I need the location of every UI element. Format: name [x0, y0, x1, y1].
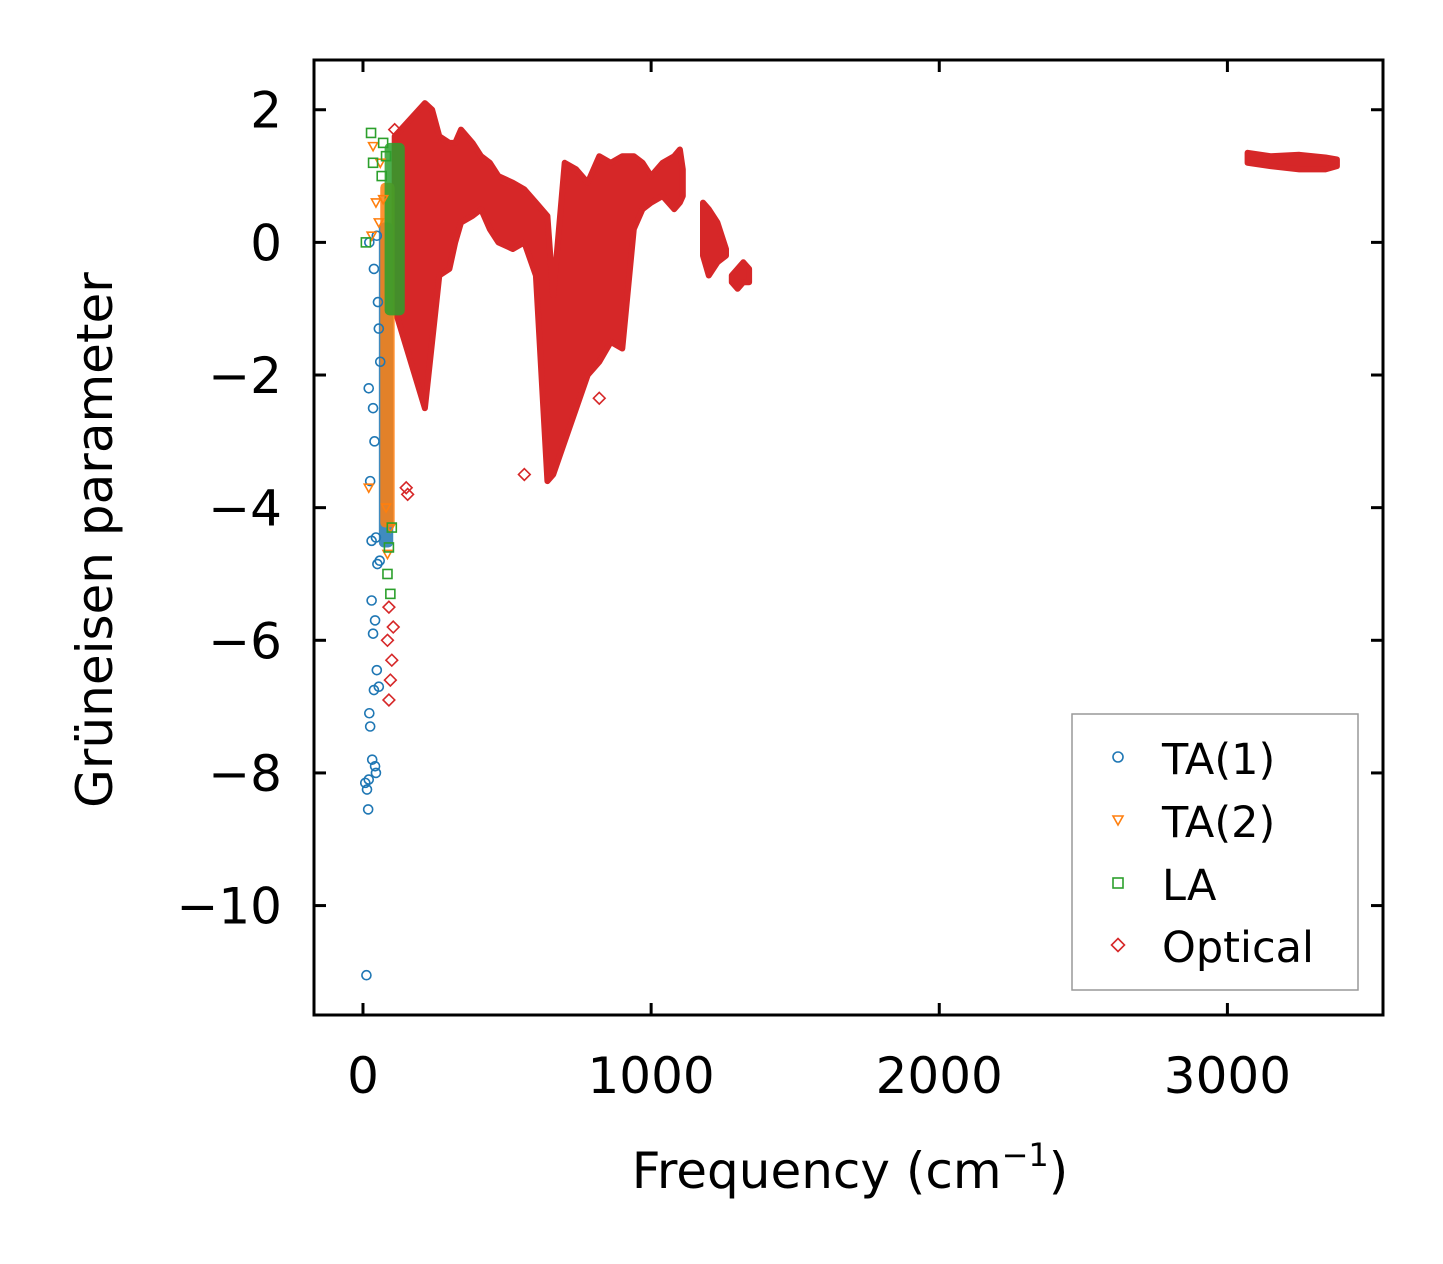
ta-2-point	[380, 503, 392, 514]
ta-2-point	[384, 523, 397, 534]
ta-1-point	[369, 761, 381, 772]
optical-point	[380, 633, 395, 648]
data-bands	[378, 100, 1340, 548]
ta-1-point	[361, 784, 373, 795]
ta-1-point	[361, 969, 372, 981]
ta-1-point	[369, 615, 381, 626]
ta-2-point	[367, 141, 379, 153]
ta-1-point	[363, 382, 375, 394]
la-point	[376, 170, 388, 182]
ta-1-point	[359, 777, 371, 789]
ta-2-point	[362, 483, 375, 494]
legend-marker-ta-2	[1111, 815, 1125, 827]
la-point	[385, 588, 396, 600]
ta-1-point	[363, 774, 375, 785]
la-point	[367, 157, 379, 169]
x-tick-label: 3000	[1164, 1047, 1291, 1105]
ta-1-point	[374, 356, 386, 368]
y-axis-title: Grüneisen parameter	[66, 272, 124, 808]
ta-1-point	[362, 804, 374, 815]
x-tick-label: 0	[347, 1047, 379, 1105]
la-point	[365, 127, 377, 139]
optical-point	[383, 673, 398, 688]
la-point	[382, 568, 393, 580]
ta-1-point	[367, 628, 379, 639]
la-point	[377, 137, 389, 149]
ta-1-point	[374, 555, 385, 567]
ta-1-point	[368, 263, 380, 275]
optical-point	[592, 391, 607, 406]
ta-1-point	[364, 721, 376, 732]
y-tick-label: 0	[250, 214, 282, 272]
legend-markers	[1110, 751, 1126, 953]
optical-point	[517, 467, 532, 482]
y-tick-label: −10	[176, 878, 282, 936]
plot-frame	[312, 58, 1385, 1017]
la-point	[386, 522, 398, 533]
optical-band-3	[1244, 149, 1340, 173]
data-points	[359, 122, 607, 981]
ta-1-point	[364, 475, 376, 487]
legend-marker-ta-1	[1112, 751, 1124, 763]
legend-label-optical: Optical	[1162, 923, 1314, 973]
ta-1-point	[370, 767, 382, 779]
optical-point	[399, 480, 414, 495]
legend: TA(1) TA(2) LA Optical	[1071, 713, 1359, 991]
optical-band-1	[700, 199, 729, 279]
la-band	[384, 142, 405, 316]
la-point	[383, 542, 395, 553]
ta-1-point	[371, 230, 383, 242]
legend-marker-la	[1112, 877, 1124, 889]
ta-1-point	[369, 436, 380, 447]
optical-point	[384, 653, 399, 668]
legend-marker-optical	[1110, 937, 1126, 953]
x-axis-title: Frequency (cm−1)	[632, 1136, 1069, 1200]
optical-band-2	[728, 259, 753, 292]
ta-2-point	[372, 218, 385, 229]
ta-1-point	[373, 323, 385, 334]
optical-point	[381, 600, 396, 615]
ta-1-point	[366, 754, 378, 765]
ta-1-point	[366, 595, 377, 606]
la-point	[380, 150, 392, 162]
x-tick-label: 1000	[587, 1047, 714, 1105]
ta-1-point	[364, 707, 375, 719]
optical-point	[387, 122, 402, 137]
optical-point	[381, 693, 396, 707]
y-tick-label: −8	[208, 745, 282, 803]
y-tick-label: −2	[208, 347, 282, 405]
y-tick-label: 2	[250, 82, 282, 140]
y-tick-label: −4	[208, 480, 282, 538]
legend-label-ta1: TA(1)	[1161, 735, 1275, 785]
la-point	[360, 237, 372, 248]
ta-1-point	[373, 681, 385, 693]
x-tick-label: 2000	[876, 1047, 1003, 1105]
y-tick-label: −6	[208, 612, 282, 670]
legend-label-ta2: TA(2)	[1161, 798, 1275, 848]
ta-2-point	[365, 231, 378, 242]
ta-2-point	[370, 198, 382, 209]
optical-point	[400, 487, 415, 502]
optical-band-0	[391, 100, 686, 485]
ta-1-point	[370, 532, 382, 543]
legend-frame	[1071, 713, 1359, 991]
axis-ticks: 0 1000 2000 3000 2 0 −2 −4 −6 −8 −10	[176, 60, 1383, 1105]
ta-1-point	[367, 402, 379, 414]
ta-2-point	[381, 549, 394, 561]
ta-1-point	[372, 296, 384, 308]
x-axis-title-superscript: −1	[1002, 1136, 1049, 1174]
optical-point	[386, 620, 401, 635]
ta-1-point	[371, 664, 383, 676]
legend-label-la: LA	[1162, 861, 1217, 911]
